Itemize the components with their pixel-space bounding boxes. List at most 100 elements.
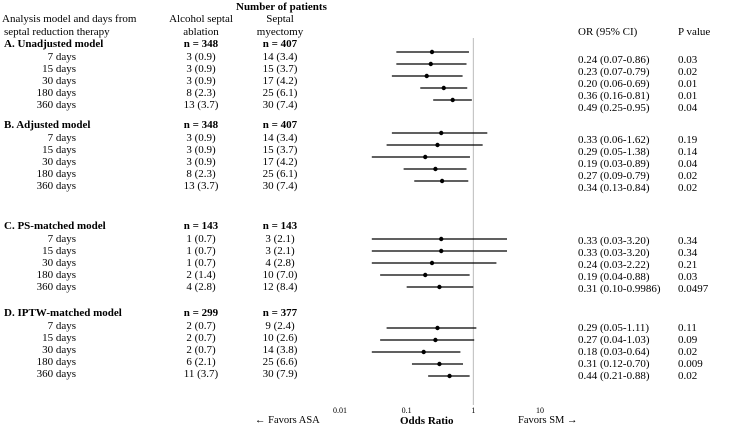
row-asa-count: 8 (2.3) [186, 168, 216, 180]
row-asa-count: 1 (0.7) [186, 245, 216, 257]
row-label: 360 days [36, 180, 76, 192]
row-or-ci: 0.27 (0.09-0.79) [578, 170, 650, 182]
row-p-value: 0.19 [678, 134, 698, 146]
row-asa-count: 3 (0.9) [186, 75, 216, 87]
row-or-ci: 0.33 (0.03-3.20) [578, 235, 650, 247]
row-asa-count: 3 (0.9) [186, 51, 216, 63]
row-or-ci: 0.23 (0.07-0.79) [578, 66, 650, 78]
row-or-ci: 0.29 (0.05-1.38) [578, 146, 650, 158]
section-n-asa: n = 299 [183, 307, 219, 319]
row-asa-count: 3 (0.9) [186, 144, 216, 156]
row-label: 180 days [36, 269, 76, 281]
section-n-asa: n = 348 [183, 38, 219, 50]
row-p-value: 0.02 [678, 66, 698, 78]
or-column-header: OR (95% CI) [578, 26, 638, 38]
row-p-value: 0.21 [678, 259, 698, 271]
row-label: 30 days [42, 156, 76, 168]
sm-column-header-line1: Septal [266, 13, 294, 25]
row-or-ci: 0.33 (0.03-3.20) [578, 247, 650, 259]
row-asa-count: 8 (2.3) [186, 87, 216, 99]
row-p-value: 0.11 [678, 322, 697, 334]
row-p-value: 0.02 [678, 346, 698, 358]
row-or-ci: 0.27 (0.04-1.03) [578, 334, 650, 346]
row-sm-count: 4 (2.8) [265, 257, 295, 269]
row-sm-count: 25 (6.1) [262, 87, 298, 99]
section-title: D. IPTW-matched model [4, 307, 122, 319]
row-label: 7 days [47, 320, 76, 332]
odds-ratio-point [447, 373, 452, 379]
row-p-value: 0.009 [678, 358, 703, 370]
row-sm-count: 17 (4.2) [262, 156, 298, 168]
row-asa-count: 3 (0.9) [186, 132, 216, 144]
row-asa-count: 3 (0.9) [186, 63, 216, 75]
row-asa-count: 2 (0.7) [186, 344, 216, 356]
row-or-ci: 0.34 (0.13-0.84) [578, 182, 650, 194]
row-label: 30 days [42, 75, 76, 87]
section-n-sm: n = 407 [262, 119, 298, 131]
odds-ratio-point [429, 260, 435, 266]
row-label: 180 days [36, 87, 76, 99]
row-p-value: 0.04 [678, 102, 698, 114]
row-asa-count: 2 (0.7) [186, 320, 216, 332]
odds-ratio-point [435, 325, 440, 331]
section-n-asa: n = 143 [183, 220, 219, 232]
x-tick-label: 1 [471, 406, 475, 415]
odds-ratio-point [441, 85, 446, 91]
x-tick-label: 0.1 [402, 406, 412, 415]
odds-ratio-point [437, 284, 442, 290]
row-label: 15 days [42, 144, 76, 156]
odds-ratio-point [450, 97, 455, 103]
row-or-ci: 0.31 (0.10-0.9986) [578, 283, 661, 295]
row-asa-count: 11 (3.7) [183, 368, 219, 380]
row-sm-count: 17 (4.2) [262, 75, 298, 87]
row-sm-count: 30 (7.4) [262, 99, 298, 111]
row-or-ci: 0.33 (0.06-1.62) [578, 134, 650, 146]
row-p-value: 0.34 [678, 235, 698, 247]
odds-ratio-point [433, 166, 438, 172]
row-or-ci: 0.18 (0.03-0.64) [578, 346, 650, 358]
row-sm-count: 15 (3.7) [262, 144, 298, 156]
x-tick-label: 10 [536, 406, 544, 415]
row-p-value: 0.0497 [678, 283, 709, 295]
row-or-ci: 0.31 (0.12-0.70) [578, 358, 650, 370]
section-title: A. Unadjusted model [4, 38, 104, 50]
row-label: 360 days [36, 281, 76, 293]
analysis-column-header-line2: septal reduction therapy [4, 26, 110, 38]
row-sm-count: 10 (2.6) [262, 332, 298, 344]
row-or-ci: 0.49 (0.25-0.95) [578, 102, 650, 114]
row-sm-count: 25 (6.6) [262, 356, 298, 368]
row-label: 7 days [47, 233, 76, 245]
odds-ratio-point [421, 349, 426, 355]
p-value-column-header: P value [678, 26, 711, 38]
row-sm-count: 10 (7.0) [262, 269, 298, 281]
favors-sm-annotation: Favors SM → [518, 415, 578, 426]
odds-ratio-point [424, 73, 429, 79]
row-sm-count: 30 (7.9) [262, 368, 298, 380]
odds-ratio-point [435, 142, 440, 148]
row-sm-count: 12 (8.4) [262, 281, 298, 293]
row-sm-count: 3 (2.1) [265, 245, 295, 257]
row-p-value: 0.34 [678, 247, 698, 259]
row-sm-count: 14 (3.4) [262, 51, 298, 63]
odds-ratio-point [439, 178, 445, 184]
row-label: 15 days [42, 63, 76, 75]
row-or-ci: 0.24 (0.03-2.22) [578, 259, 650, 271]
favors-asa-annotation: ← Favors ASA [255, 415, 320, 426]
number-of-patients-header: Number of patients [236, 1, 327, 13]
row-asa-count: 1 (0.7) [186, 257, 216, 269]
row-label: 15 days [42, 332, 76, 344]
row-p-value: 0.14 [678, 146, 698, 158]
row-asa-count: 2 (1.4) [186, 269, 216, 281]
section-title: B. Adjusted model [4, 119, 91, 131]
row-p-value: 0.03 [678, 271, 698, 283]
row-asa-count: 13 (3.7) [183, 180, 219, 192]
analysis-column-header-line1: Analysis model and days from [2, 13, 137, 25]
row-p-value: 0.01 [678, 90, 698, 102]
odds-ratio-point [439, 130, 444, 136]
row-or-ci: 0.19 (0.03-0.89) [578, 158, 650, 170]
row-sm-count: 25 (6.1) [262, 168, 298, 180]
row-label: 360 days [36, 99, 76, 111]
odds-ratio-point [423, 154, 428, 160]
row-p-value: 0.03 [678, 54, 698, 66]
